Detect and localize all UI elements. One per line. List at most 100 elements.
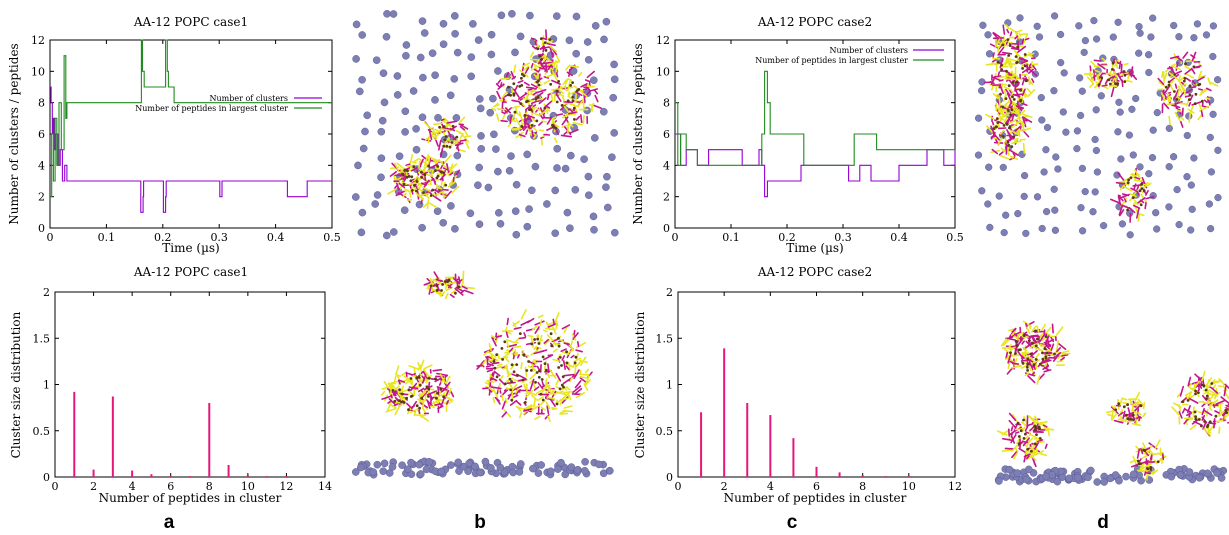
peptide-segment bbox=[517, 80, 524, 84]
lipid-bead bbox=[547, 467, 555, 476]
peptide-segment bbox=[1010, 130, 1020, 135]
peptide-atom bbox=[1029, 352, 1033, 356]
peptide-segment bbox=[1164, 72, 1168, 80]
peptide-atom bbox=[565, 350, 568, 354]
lipid-bead bbox=[517, 460, 525, 468]
peptide-segment bbox=[560, 350, 570, 355]
peptide-segment bbox=[1003, 86, 1013, 91]
lipid-bead bbox=[585, 191, 593, 199]
peptide-segment bbox=[1001, 346, 1012, 349]
legend: Number of clusters Number of peptides in… bbox=[135, 94, 322, 113]
peptide-segment bbox=[552, 358, 561, 362]
peptide-segment bbox=[1215, 380, 1222, 384]
peptide-atom bbox=[1000, 68, 1003, 71]
lipid-bead bbox=[512, 180, 521, 189]
snapshot-b-top-view bbox=[351, 10, 619, 240]
peptide-segment bbox=[415, 192, 421, 198]
peptide-atom bbox=[1009, 351, 1012, 355]
peptide-atom bbox=[1123, 73, 1127, 77]
peptide-segment bbox=[421, 374, 427, 384]
peptide-segment bbox=[422, 202, 429, 208]
lipid-bead bbox=[1073, 145, 1081, 153]
y-tick-label: 10 bbox=[31, 65, 45, 78]
peptide-segment bbox=[559, 412, 569, 415]
y-tick-label: 6 bbox=[38, 128, 45, 141]
lipid-bead bbox=[565, 36, 574, 45]
peptide-segment bbox=[1122, 185, 1133, 192]
peptide-atom bbox=[1205, 394, 1209, 398]
peptide-segment bbox=[446, 399, 450, 405]
peptide-segment bbox=[1011, 71, 1015, 78]
peptide-segment bbox=[582, 114, 585, 124]
peptide-segment bbox=[573, 369, 580, 380]
peptide-segment bbox=[1124, 414, 1128, 423]
peptide-segment bbox=[1044, 343, 1050, 350]
peptide-atom bbox=[1022, 334, 1026, 337]
lipid-bead bbox=[409, 87, 418, 95]
peptide-segment bbox=[501, 111, 506, 115]
peptide-segment bbox=[1146, 471, 1149, 481]
peptide-segment bbox=[1089, 72, 1094, 82]
peptide-segment bbox=[465, 135, 472, 138]
peptide-segment bbox=[530, 337, 534, 343]
lipid-bead bbox=[393, 72, 402, 80]
peptide-segment bbox=[509, 115, 513, 124]
peptide-segment bbox=[1031, 371, 1036, 376]
peptide-segment bbox=[1020, 358, 1032, 362]
peptide-segment bbox=[502, 97, 505, 104]
peptide-segment bbox=[381, 395, 392, 400]
peptide-atom bbox=[554, 126, 558, 130]
plot-c-top: AA-12 POPC case2 Number of clusters / pe… bbox=[631, 15, 964, 255]
peptide-segment bbox=[459, 139, 467, 142]
peptide-segment bbox=[1225, 404, 1229, 408]
lipid-bead bbox=[610, 75, 619, 84]
peptide-segment bbox=[385, 407, 397, 413]
peptide-segment bbox=[997, 71, 1001, 76]
lipid-bead bbox=[553, 12, 561, 20]
plot-frame bbox=[49, 39, 333, 229]
peptide-segment bbox=[1134, 391, 1141, 401]
peptide-segment bbox=[568, 103, 580, 108]
peptide-atom bbox=[1194, 392, 1197, 396]
peptide-segment bbox=[1175, 55, 1183, 62]
lipid-bead bbox=[1144, 51, 1153, 59]
peptide-atom bbox=[1149, 468, 1153, 471]
peptide-segment bbox=[1209, 390, 1218, 395]
peptide-segment bbox=[547, 363, 550, 372]
peptide-segment bbox=[992, 52, 995, 58]
peptide-segment bbox=[1175, 70, 1183, 75]
lipid-bead bbox=[566, 224, 574, 232]
peptide-segment bbox=[427, 381, 431, 389]
peptide-segment bbox=[543, 76, 550, 79]
peptide-segment bbox=[574, 380, 582, 389]
peptide-segment bbox=[1047, 427, 1050, 437]
peptide-segment bbox=[1120, 193, 1130, 199]
peptide-segment bbox=[432, 288, 443, 296]
peptide-segment bbox=[1018, 32, 1022, 37]
peptide-segment bbox=[1137, 411, 1142, 416]
lipid-bead bbox=[407, 458, 415, 467]
lipid-bead bbox=[1145, 68, 1153, 77]
y-axis-label: Cluster size distribution bbox=[9, 311, 23, 458]
peptide-segment bbox=[417, 398, 423, 402]
peptide-segment bbox=[500, 119, 508, 123]
lipid-bead bbox=[1042, 472, 1050, 481]
lipid-bead bbox=[476, 104, 485, 113]
lipid-bead bbox=[1165, 203, 1173, 211]
peptide-atom bbox=[534, 380, 537, 384]
legend-label: Number of peptides in largest cluster bbox=[755, 56, 908, 65]
lipid-bead bbox=[561, 470, 570, 479]
lipid-bead bbox=[1135, 49, 1143, 57]
peptide-segment bbox=[417, 387, 425, 393]
peptide-atom bbox=[1167, 80, 1171, 84]
peptide-segment bbox=[401, 372, 406, 377]
peptide-atom bbox=[503, 340, 507, 344]
peptide-atom bbox=[1206, 423, 1210, 427]
peptide-segment bbox=[514, 84, 519, 91]
peptide-atom bbox=[1111, 68, 1114, 71]
lipid-bead bbox=[985, 50, 994, 58]
peptide-segment bbox=[1029, 454, 1037, 461]
lipid-bead bbox=[1136, 163, 1144, 171]
peptide-segment bbox=[454, 287, 464, 296]
peptide-atom bbox=[1107, 78, 1111, 82]
